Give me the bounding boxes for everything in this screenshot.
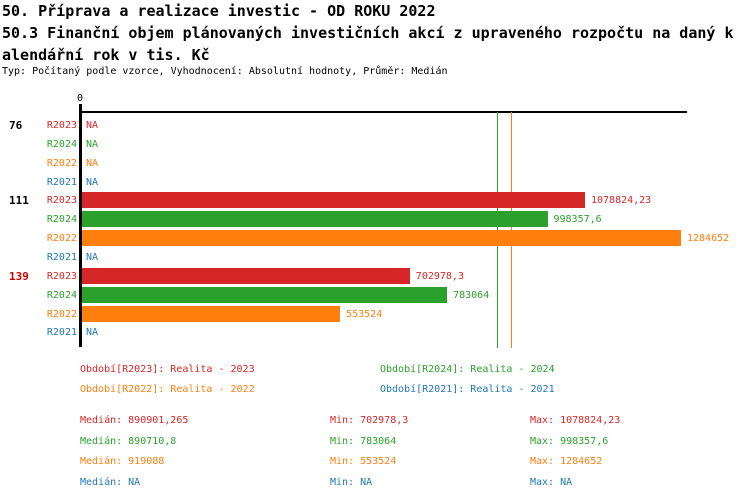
chart-row-r2024: R2024 NA bbox=[0, 135, 750, 154]
series-label: R2022 bbox=[46, 308, 77, 320]
stat-max-r2023: Max: 1078824,23 bbox=[530, 415, 621, 426]
median-line-r2022 bbox=[511, 112, 512, 348]
legend-item-r2023: Období[R2023]: Realita - 2023 bbox=[80, 364, 255, 375]
chart-row-r2021: R2021 NA bbox=[0, 248, 750, 267]
bar-r2022 bbox=[82, 230, 681, 247]
stat-median-r2024: Medián: 890710,8 bbox=[80, 436, 177, 447]
report-title-line3: alendářní rok v tis. Kč bbox=[2, 46, 210, 64]
series-label: R2021 bbox=[46, 176, 77, 188]
bar-r2024 bbox=[82, 211, 548, 228]
value-label: 998357,6 bbox=[553, 214, 602, 226]
series-label: R2024 bbox=[46, 138, 77, 150]
report-title-line1: 50. Příprava a realizace investic - OD R… bbox=[2, 2, 436, 20]
stat-median-r2022: Medián: 919088 bbox=[80, 456, 165, 467]
series-label: R2021 bbox=[46, 327, 77, 339]
bar-r2023 bbox=[82, 192, 585, 209]
value-label-na: NA bbox=[86, 252, 99, 263]
chart-row-r2022: R2022 553524 bbox=[0, 305, 750, 324]
series-label: R2023 bbox=[46, 270, 77, 282]
chart-row-r2023: 76 R2023 NA bbox=[0, 116, 750, 135]
legend-item-r2022: Období[R2022]: Realita - 2022 bbox=[80, 384, 255, 395]
stat-max-r2024: Max: 998357,6 bbox=[530, 436, 609, 447]
chart-row-r2021: R2021 NA bbox=[0, 323, 750, 342]
stat-min-r2024: Min: 783064 bbox=[330, 436, 397, 447]
value-label: 783064 bbox=[453, 289, 490, 301]
chart-row-r2024: R2024 783064 bbox=[0, 286, 750, 305]
y-axis-line bbox=[79, 104, 82, 347]
value-label: 1078824,23 bbox=[591, 195, 652, 207]
group-label: 111 bbox=[9, 194, 29, 208]
chart-row-r2022: R2022 1284652 bbox=[0, 229, 750, 248]
x-axis-line bbox=[80, 111, 687, 113]
value-label: 702978,3 bbox=[415, 270, 464, 282]
series-label: R2022 bbox=[46, 233, 77, 245]
stat-min-r2022: Min: 553524 bbox=[330, 456, 397, 467]
chart-row-r2022: R2022 NA bbox=[0, 154, 750, 173]
bar-r2022 bbox=[82, 305, 341, 322]
value-label-na: NA bbox=[86, 157, 99, 169]
stat-median-r2023: Medián: 890901,265 bbox=[80, 415, 189, 426]
chart-row-r2023: 139 R2023 702978,3 bbox=[0, 267, 750, 286]
stat-min-r2021: Min: NA bbox=[330, 477, 373, 488]
value-label-na: NA bbox=[86, 327, 99, 339]
report-title-line2: 50.3 Finanční objem plánovaných investič… bbox=[2, 24, 734, 42]
value-label-na: NA bbox=[86, 176, 99, 188]
group-label: 139 bbox=[9, 269, 29, 283]
value-label-na: NA bbox=[86, 120, 99, 131]
chart-row-r2024: R2024 998357,6 bbox=[0, 210, 750, 229]
value-label: 1284652 bbox=[687, 233, 730, 245]
chart-row-r2021: R2021 NA bbox=[0, 173, 750, 192]
chart-row-r2023: 111 R2023 1078824,23 bbox=[0, 191, 750, 210]
stat-median-r2021: Medián: NA bbox=[80, 477, 141, 488]
axis-zero-label: 0 bbox=[76, 93, 84, 104]
legend-item-r2021: Období[R2021]: Realita - 2021 bbox=[380, 384, 555, 395]
value-label-na: NA bbox=[86, 138, 99, 150]
legend-item-r2024: Období[R2024]: Realita - 2024 bbox=[380, 364, 555, 375]
stat-max-r2022: Max: 1284652 bbox=[530, 456, 603, 467]
series-label: R2024 bbox=[46, 289, 77, 301]
stat-min-r2023: Min: 702978,3 bbox=[330, 415, 409, 426]
stat-max-r2021: Max: NA bbox=[530, 477, 573, 488]
bar-r2023 bbox=[82, 267, 410, 284]
bar-r2024 bbox=[82, 286, 448, 303]
group-label: 76 bbox=[9, 119, 23, 132]
series-label: R2024 bbox=[46, 214, 77, 226]
series-label: R2023 bbox=[46, 195, 77, 207]
series-label: R2023 bbox=[46, 120, 77, 131]
report-subtitle: Typ: Počítaný podle vzorce, Vyhodnocení:… bbox=[2, 66, 448, 77]
median-line-r2024 bbox=[497, 112, 498, 348]
series-label: R2021 bbox=[46, 252, 77, 263]
value-label: 553524 bbox=[346, 308, 383, 320]
series-label: R2022 bbox=[46, 157, 77, 169]
